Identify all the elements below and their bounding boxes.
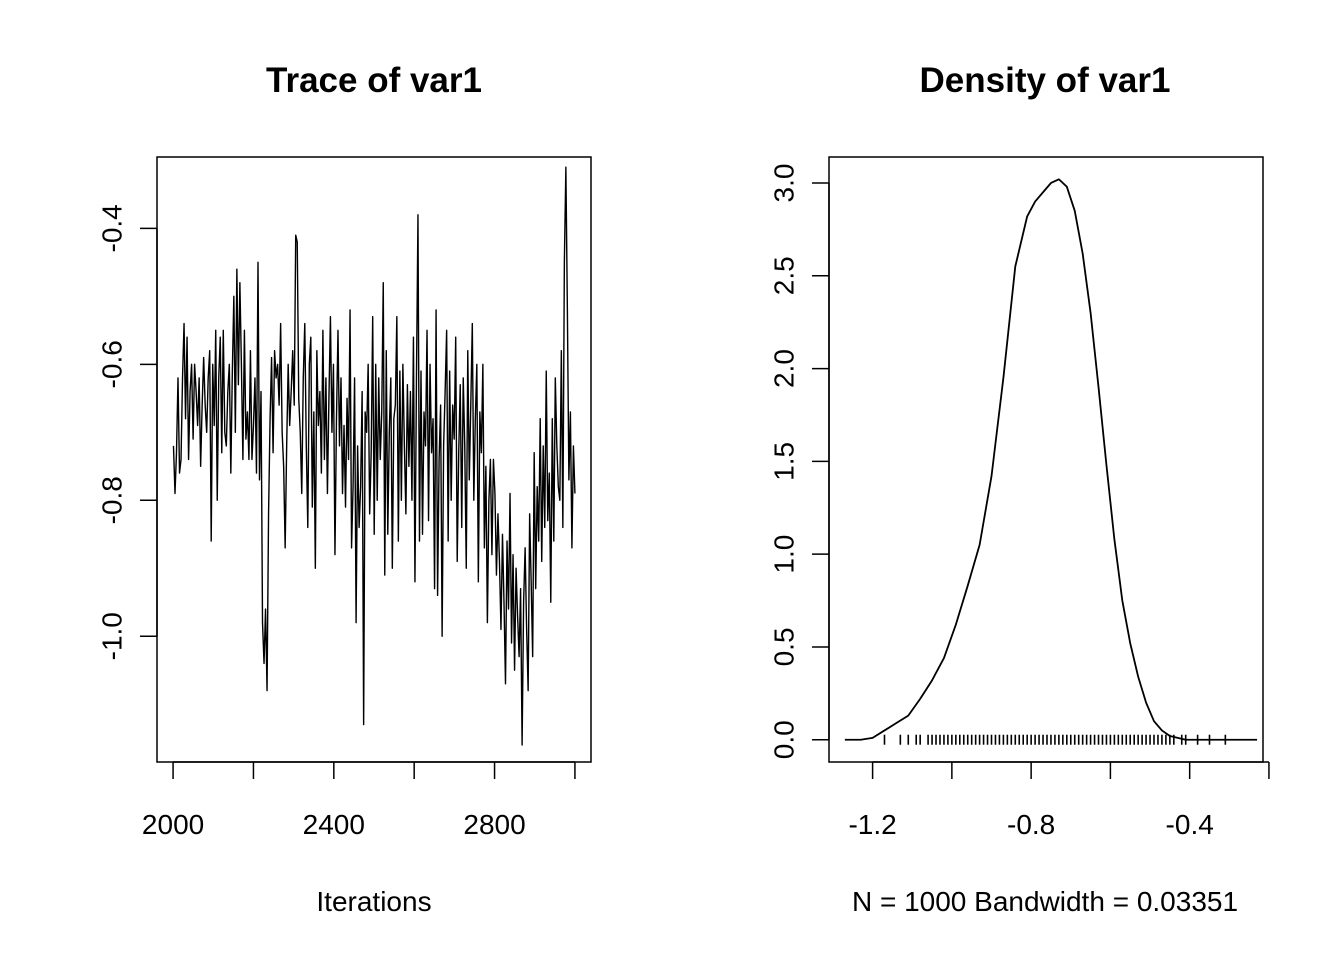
x-tick-label: -0.4 bbox=[1166, 809, 1214, 840]
trace-panel: Trace of var1 Iterations 2000 2400 2800 -1.… bbox=[96, 61, 592, 917]
x-axis-label: Iterations bbox=[316, 886, 431, 917]
y-tick-label: -0.8 bbox=[96, 476, 127, 524]
y-tick-label: 2.0 bbox=[768, 349, 799, 388]
y-tick-label: 1.5 bbox=[768, 442, 799, 481]
y-tick-label: -1.0 bbox=[96, 612, 127, 660]
x-tick-label: 2800 bbox=[463, 809, 525, 840]
y-tick-label: 3.0 bbox=[768, 164, 799, 203]
y-tick-label: 0.0 bbox=[768, 720, 799, 759]
x-tick-label: -0.8 bbox=[1007, 809, 1055, 840]
y-tick-label: 0.5 bbox=[768, 627, 799, 666]
series-line bbox=[844, 178, 1258, 741]
x-tick-label: 2400 bbox=[303, 809, 365, 840]
plot-frame bbox=[828, 156, 1264, 763]
x-axis-label: N = 1000 Bandwidth = 0.03351 bbox=[852, 886, 1238, 917]
chart-title: Trace of var1 bbox=[266, 61, 482, 100]
x-tick-label: 2000 bbox=[142, 809, 204, 840]
y-tick-label: -0.6 bbox=[96, 340, 127, 388]
chart-title: Density of var1 bbox=[920, 61, 1171, 100]
series-line bbox=[172, 166, 576, 746]
y-tick-label: 1.0 bbox=[768, 535, 799, 574]
y-tick-label: -0.4 bbox=[96, 204, 127, 252]
y-tick-label: 2.5 bbox=[768, 256, 799, 295]
density-panel: Density of var1 N = 1000 Bandwidth = 0.0… bbox=[768, 61, 1270, 917]
x-tick-label: -1.2 bbox=[848, 809, 896, 840]
